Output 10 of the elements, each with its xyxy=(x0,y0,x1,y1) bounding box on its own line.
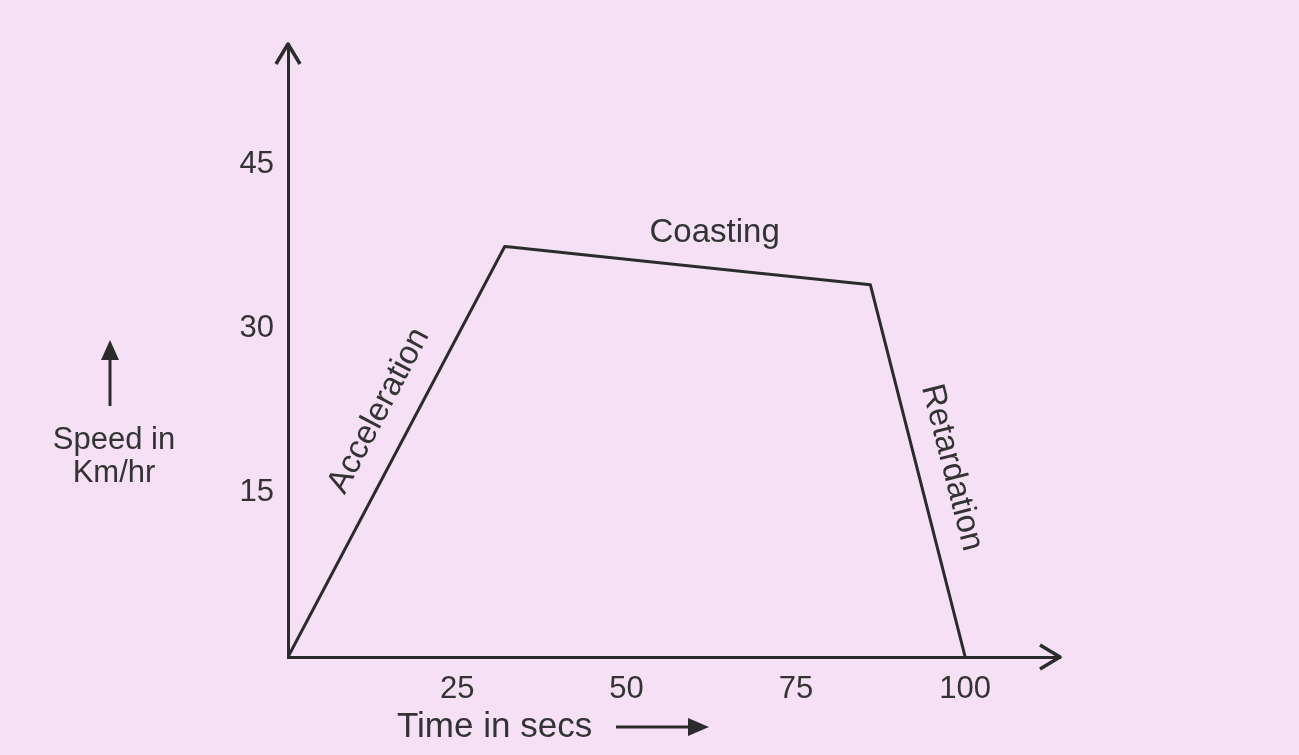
x-axis-title: Time in secs xyxy=(397,705,593,744)
annotation: Coasting xyxy=(649,212,780,250)
x-tick-label: 50 xyxy=(609,670,644,706)
y-tick-label: 15 xyxy=(239,473,274,509)
x-tick-label: 100 xyxy=(939,670,992,706)
x-tick-label: 25 xyxy=(440,670,475,706)
x-tick-label: 75 xyxy=(778,670,814,706)
y-tick-label: 45 xyxy=(239,144,274,180)
y-tick-label: 30 xyxy=(239,309,274,345)
y-axis-title: Speed in Km/hr xyxy=(51,421,177,489)
